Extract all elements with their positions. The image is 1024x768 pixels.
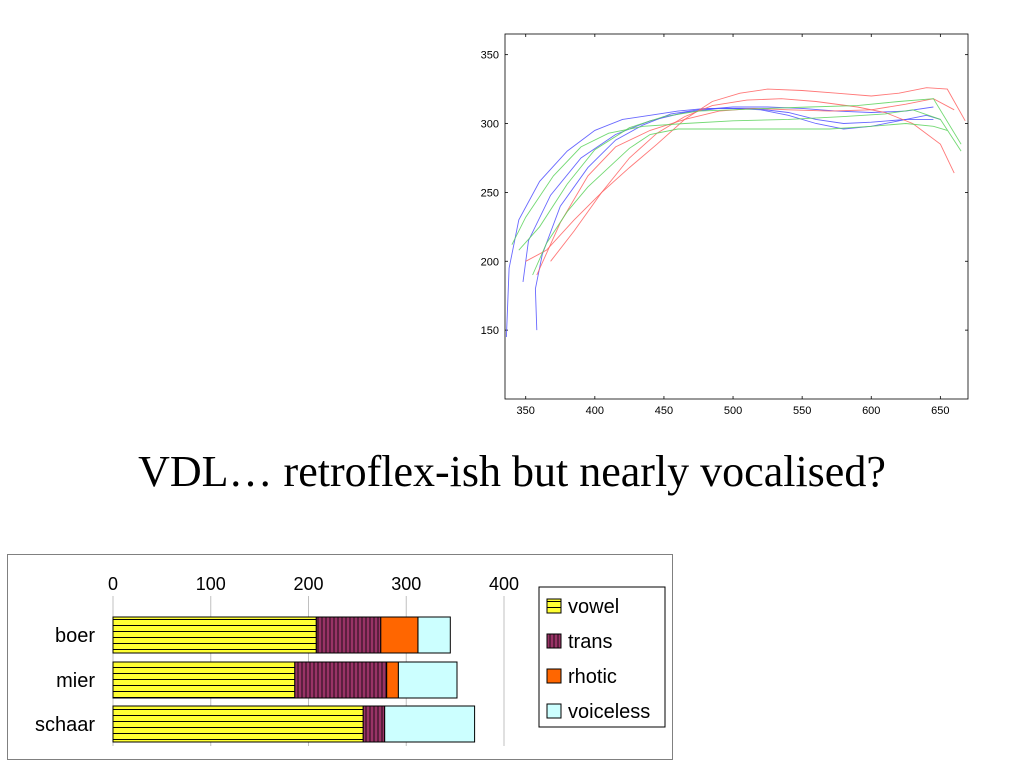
duration-bar-chart: 0 100 200 300 400 boer mier schaar vowel trans rh… [7, 554, 673, 760]
pitch-contour-line-5 [550, 98, 955, 262]
legend-swatch-voiceless [546, 703, 562, 719]
x-tick-label: 500 [724, 405, 742, 417]
y-tick-label: 300 [481, 119, 499, 131]
x-tick-label: 450 [655, 405, 673, 417]
x-tick-label: 0 [108, 574, 118, 594]
pitch-contour-line-7 [532, 123, 948, 276]
legend-swatch-trans [546, 633, 562, 649]
pitch-contour-line-4 [525, 87, 966, 262]
x-tick-label: 200 [293, 574, 323, 594]
legend-label-trans: trans [568, 631, 612, 653]
legend-label-vowel: vowel [568, 596, 619, 618]
slide-caption: VDL… retroflex-ish but nearly vocalised? [138, 447, 886, 496]
pitch-contour-line-2 [534, 106, 934, 331]
bar-schaar-vowel [112, 705, 364, 743]
pitch-contour-line-3 [522, 107, 934, 282]
y-tick-label: 350 [481, 50, 499, 62]
x-tick-label: 100 [196, 574, 226, 594]
category-label-schaar: schaar [35, 714, 95, 736]
legend-swatch-rhotic [546, 668, 562, 684]
bar-boer-rhotic [380, 616, 419, 654]
bar-mier-voiceless [397, 661, 458, 699]
bar-boer-vowel [112, 616, 317, 654]
bar-boer-voiceless [417, 616, 451, 654]
x-tick-label: 300 [391, 574, 421, 594]
pitch-line-chart: 350 400 450 500 550 600 650 150 200 250 300 350 [481, 33, 969, 417]
bar-mier-trans [294, 661, 388, 699]
y-tick-label: 250 [481, 187, 499, 199]
legend-label-rhotic: rhotic [568, 666, 617, 688]
x-tick-label: 350 [517, 405, 535, 417]
x-tick-label: 600 [862, 405, 880, 417]
legend-swatch-vowel [546, 598, 562, 614]
pitch-contour-line-9 [511, 109, 962, 245]
category-label-boer: boer [55, 625, 95, 647]
x-tick-label: 650 [931, 405, 949, 417]
pitch-contour-line-8 [518, 98, 962, 251]
legend-label-voiceless: voiceless [568, 701, 650, 723]
bar-schaar-trans [362, 705, 386, 743]
bar-schaar-voiceless [384, 705, 476, 743]
bar-mier-rhotic [386, 661, 399, 699]
y-tick-label: 150 [481, 325, 499, 337]
x-tick-label: 400 [489, 574, 519, 594]
y-tick-label: 200 [481, 256, 499, 268]
x-tick-label: 550 [793, 405, 811, 417]
category-label-mier: mier [56, 670, 95, 692]
x-tick-label: 400 [586, 405, 604, 417]
bar-mier-vowel [112, 661, 296, 699]
bar-boer-trans [315, 616, 382, 654]
line-plot-frame [504, 33, 969, 400]
